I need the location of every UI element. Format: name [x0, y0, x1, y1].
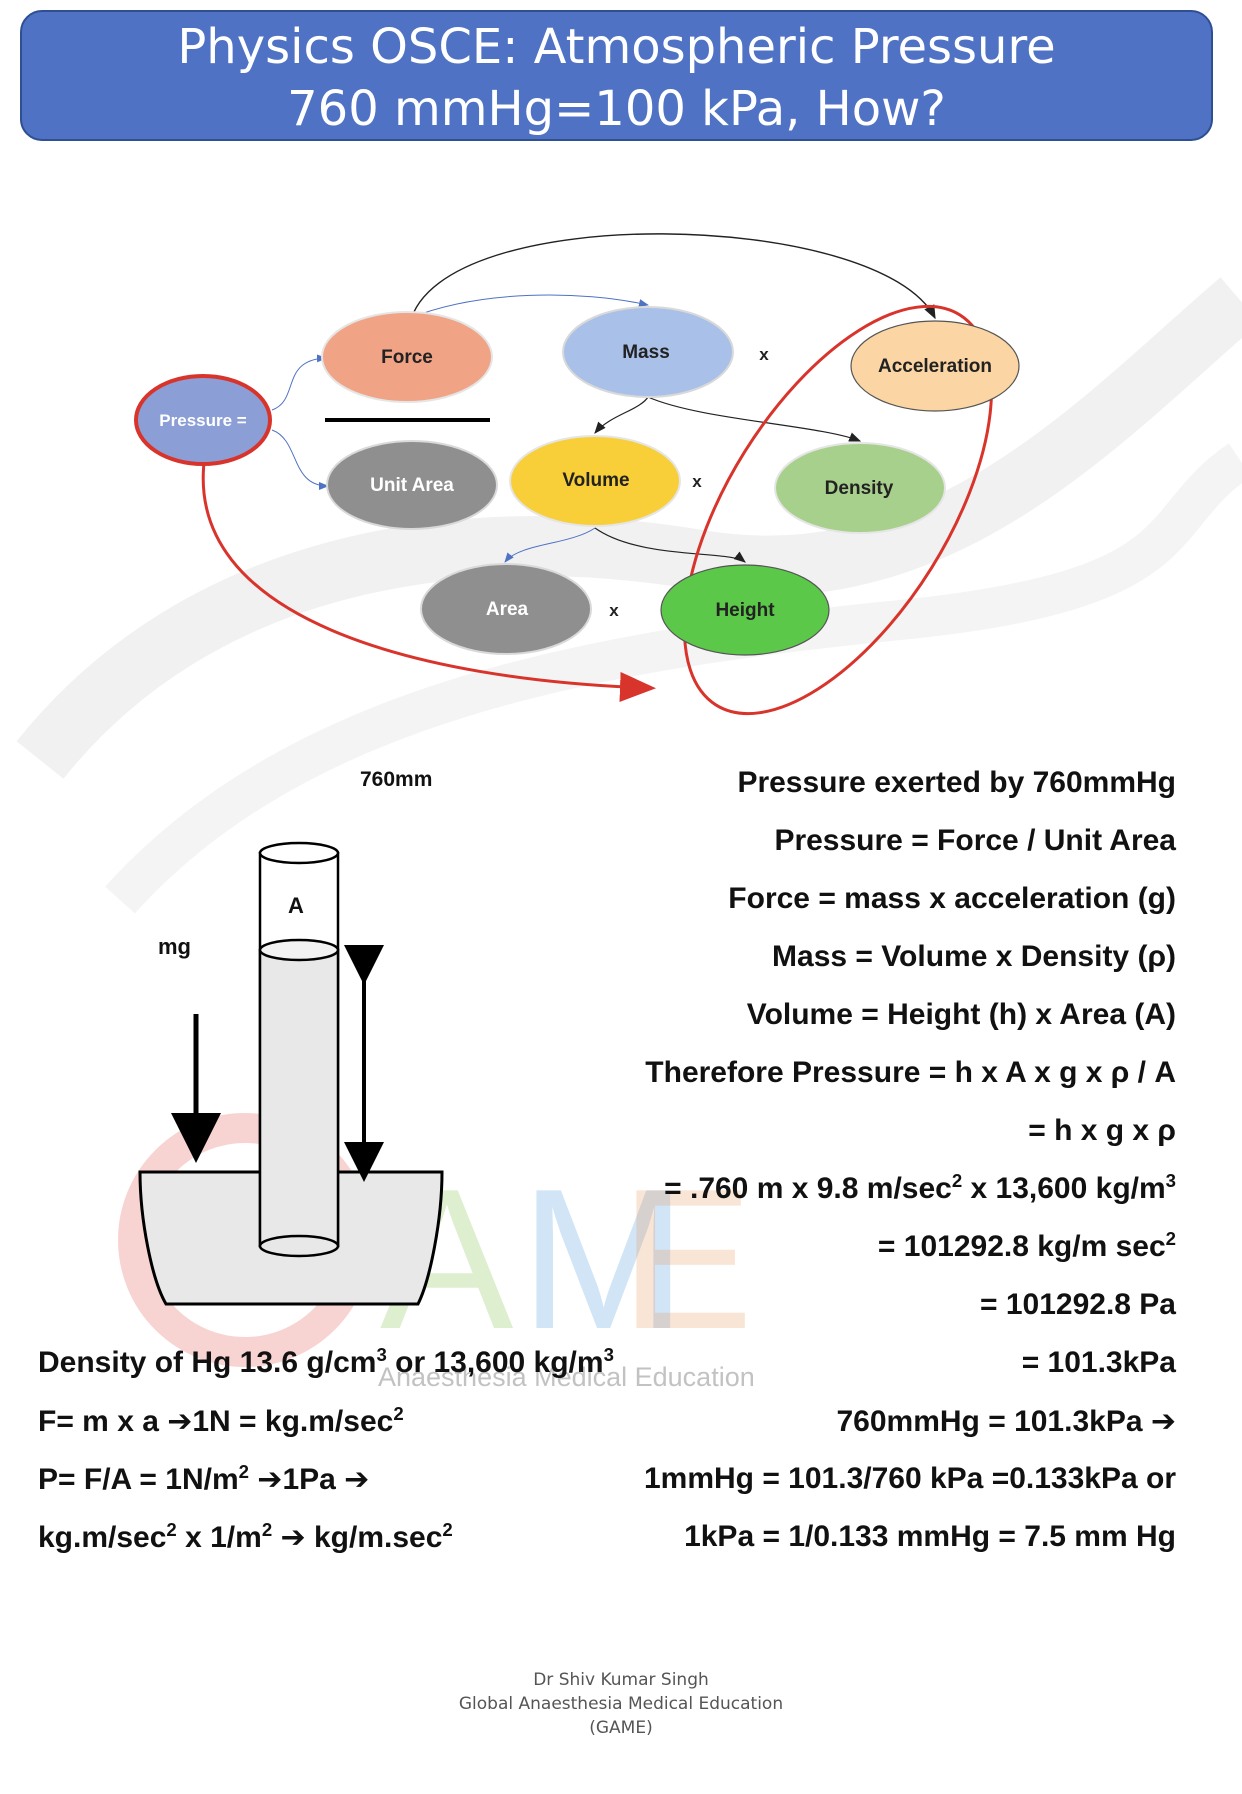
node-area [420, 563, 592, 655]
title-line-1: Physics OSCE: Atmospheric Pressure [177, 19, 1056, 75]
title-line-2: 760 mmHg=100 kPa, How? [287, 81, 946, 137]
node-label-acceleration: Acceleration [877, 356, 993, 377]
node-label-area: Area [485, 599, 529, 620]
label-area-a: A [288, 893, 304, 918]
eq-line-4: Mass = Volume x Density (ρ) [772, 940, 1176, 973]
eq-line-9: = 101292.8 kg/m sec2 [877, 1228, 1176, 1263]
eq-line-11: = 101.3kPa [1021, 1346, 1176, 1379]
node-acceleration [850, 320, 1020, 412]
node-label-mass: Mass [622, 342, 670, 363]
eq-line-1: Pressure exerted by 760mmHg [737, 766, 1176, 799]
left-eq-density: Density of Hg 13.6 g/cm3 or 13,600 kg/m3 [38, 1344, 614, 1379]
multiply-sign-area-height: x [609, 601, 619, 620]
eq-line-10: = 101292.8 Pa [979, 1288, 1176, 1321]
left-eq-units: kg.m/sec2 x 1/m2 ➔ kg/m.sec2 [38, 1519, 453, 1554]
multiply-sign-mass-acceleration: x [759, 345, 769, 364]
label-760mm: 760mm [360, 768, 433, 791]
eq-line-13: 1mmHg = 101.3/760 kPa =0.133kPa or [643, 1462, 1176, 1495]
node-mass [562, 306, 734, 398]
logo-subtitle: Anaesthesia Medical Education [378, 1362, 755, 1392]
left-eq-pressure: P= F/A = 1N/m2 ➔1Pa ➔ [38, 1461, 370, 1496]
footer-organisation: Global Anaesthesia Medical Education [458, 1694, 784, 1714]
eq-line-8: = .760 m x 9.8 m/sec2 x 13,600 kg/m3 [664, 1170, 1176, 1205]
node-label-density: Density [824, 478, 894, 499]
eq-line-3: Force = mass x acceleration (g) [728, 882, 1176, 915]
logo-letter-m: M [520, 1148, 687, 1371]
left-eq-force: F= m x a ➔1N = kg.m/sec2 [38, 1403, 404, 1438]
barometer-diagram [138, 841, 444, 1306]
node-force [321, 311, 493, 403]
footer: Dr Shiv Kumar Singh Global Anaesthesia M… [0, 1668, 1242, 1740]
eq-line-5: Volume = Height (h) x Area (A) [746, 998, 1176, 1031]
node-label-height: Height [715, 600, 775, 621]
node-density [774, 442, 946, 534]
node-volume [509, 435, 681, 527]
eq-line-14: 1kPa = 1/0.133 mmHg = 7.5 mm Hg [684, 1520, 1176, 1553]
footer-author: Dr Shiv Kumar Singh [533, 1670, 709, 1690]
concept-diagram [134, 233, 1020, 716]
node-pressure [134, 374, 272, 466]
eq-line-12: 760mmHg = 101.3kPa ➔ [836, 1405, 1176, 1438]
eq-line-7: = h x g x ρ [1028, 1114, 1176, 1147]
node-label-unit-area: Unit Area [370, 475, 454, 496]
node-unit-area [326, 440, 498, 530]
mercury-column [258, 948, 340, 1248]
eq-line-6: Therefore Pressure = h x A x g x ρ / A [645, 1056, 1176, 1089]
node-label-volume: Volume [562, 470, 630, 491]
node-height [660, 564, 830, 656]
logo-letter-e: E [620, 1148, 754, 1371]
node-label-pressure: Pressure = [159, 411, 247, 430]
footer-acronym: (GAME) [589, 1718, 653, 1738]
eq-line-2: Pressure = Force / Unit Area [774, 824, 1176, 857]
label-mg: mg [158, 934, 191, 959]
title-banner: Physics OSCE: Atmospheric Pressure 760 m… [20, 10, 1213, 141]
multiply-sign-volume-density: x [692, 472, 702, 491]
node-label-force: Force [381, 347, 433, 368]
